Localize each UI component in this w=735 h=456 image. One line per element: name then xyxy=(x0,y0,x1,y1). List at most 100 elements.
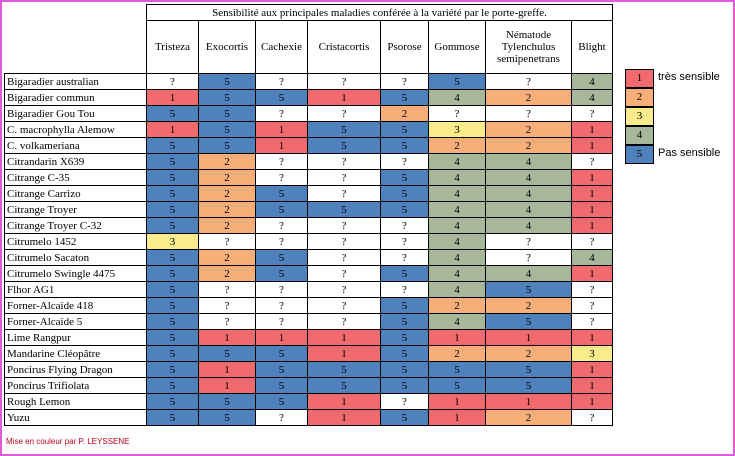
sensitivity-cell: 5 xyxy=(146,249,199,266)
sensitivity-cell: 5 xyxy=(380,137,429,154)
sensitivity-cell: 5 xyxy=(485,377,572,394)
sensitivity-cell: 1 xyxy=(571,393,613,410)
sensitivity-cell: 5 xyxy=(146,361,199,378)
rootstock-name: Citrumelo Swingle 4475 xyxy=(4,265,147,282)
table-row: Yuzu 5 5? 1 5 1 2? xyxy=(4,409,613,426)
sensitivity-cell: ? xyxy=(485,249,572,266)
sensitivity-cell: 4 xyxy=(428,249,486,266)
table-row: Citrandarin X639 5 2??? 4 4? xyxy=(4,153,613,170)
sensitivity-cell: 4 xyxy=(428,313,486,330)
column-header: Nématode Tylenchulus semipenetrans xyxy=(485,20,572,74)
sensitivity-cell: 5 xyxy=(485,281,572,298)
sensitivity-cell: ? xyxy=(307,265,381,282)
sensitivity-cell: 2 xyxy=(198,185,256,202)
sensitivity-cell: ? xyxy=(255,105,308,122)
sensitivity-cell: 1 xyxy=(571,121,613,138)
sensitivity-cell: 1 xyxy=(571,137,613,154)
sensitivity-cell: ? xyxy=(380,233,429,250)
sensitivity-cell: 2 xyxy=(485,89,572,106)
sensitivity-cell: 1 xyxy=(146,89,199,106)
sensitivity-cell: 5 xyxy=(146,393,199,410)
sensitivity-cell: 2 xyxy=(198,265,256,282)
rootstock-name: C. volkameriana xyxy=(4,137,147,154)
rootstock-name: Citrange Troyer xyxy=(4,201,147,218)
rootstock-name: Rough Lemon xyxy=(4,393,147,410)
rootstock-name: Citrange Carrizo xyxy=(4,185,147,202)
sensitivity-cell: 1 xyxy=(571,169,613,186)
sensitivity-cell: 1 xyxy=(571,201,613,218)
sensitivity-cell: 2 xyxy=(428,297,486,314)
sensitivity-cell: 2 xyxy=(485,297,572,314)
sensitivity-cell: 4 xyxy=(485,169,572,186)
sensitivity-cell: 5 xyxy=(198,345,256,362)
table-row: Poncirus Trifiolata 5 1 5 5 5 5 5 1 xyxy=(4,377,613,394)
table-row: Citrange Troyer 5 2 5 5 5 4 4 1 xyxy=(4,201,613,218)
sensitivity-cell: 5 xyxy=(307,121,381,138)
sensitivity-cell: ? xyxy=(198,297,256,314)
rootstock-name: C. macrophylla Alemow xyxy=(4,121,147,138)
sensitivity-cell: 5 xyxy=(146,345,199,362)
sensitivity-cell: 1 xyxy=(198,329,256,346)
sensitivity-cell: 1 xyxy=(571,377,613,394)
sensitivity-cell: 1 xyxy=(485,329,572,346)
sensitivity-cell: 5 xyxy=(255,265,308,282)
sensitivity-cell: 5 xyxy=(146,185,199,202)
sensitivity-cell: 1 xyxy=(571,361,613,378)
sensitivity-cell: 5 xyxy=(380,345,429,362)
table-row: Bigaradier Gou Tou 5 5?? 2??? xyxy=(4,105,613,122)
sensitivity-cell: ? xyxy=(255,169,308,186)
sensitivity-cell: ? xyxy=(380,281,429,298)
sensitivity-cell: 5 xyxy=(255,249,308,266)
sensitivity-cell: 4 xyxy=(485,217,572,234)
sensitivity-cell: ? xyxy=(307,105,381,122)
sensitivity-cell: 5 xyxy=(380,265,429,282)
sensitivity-cell: 5 xyxy=(428,73,486,90)
sensitivity-cell: 5 xyxy=(146,201,199,218)
rootstock-name: Mandarine Cléopâtre xyxy=(4,345,147,362)
sensitivity-cell: 5 xyxy=(198,105,256,122)
sensitivity-cell: 5 xyxy=(146,297,199,314)
sensitivity-cell: 2 xyxy=(198,249,256,266)
table-row: Citrange C-35 5 2?? 5 4 4 1 xyxy=(4,169,613,186)
rootstock-name: Bigaradier Gou Tou xyxy=(4,105,147,122)
sensitivity-cell: 5 xyxy=(485,313,572,330)
sensitivity-cell: 5 xyxy=(146,265,199,282)
sensitivity-cell: 5 xyxy=(146,329,199,346)
sensitivity-cell: ? xyxy=(307,217,381,234)
table-row: Forner-Alcaide 5 5??? 5 4 5? xyxy=(4,313,613,330)
sensitivity-cell: 1 xyxy=(307,329,381,346)
legend-swatch: 4 xyxy=(625,126,654,145)
sensitivity-cell: 3 xyxy=(428,121,486,138)
table-row: Citrumelo Sacaton 5 2 5?? 4? 4 xyxy=(4,249,613,266)
sensitivity-cell: 5 xyxy=(146,377,199,394)
sensitivity-cell: ? xyxy=(146,73,199,90)
sensitivity-cell: 4 xyxy=(428,217,486,234)
sensitivity-cell: 3 xyxy=(571,345,613,362)
sensitivity-cell: ? xyxy=(307,233,381,250)
sensitivity-cell: 5 xyxy=(380,313,429,330)
sensitivity-cell: 5 xyxy=(485,361,572,378)
sensitivity-cell: ? xyxy=(255,73,308,90)
table-row: Bigaradier australian? 5??? 5? 4 xyxy=(4,73,613,90)
sensitivity-cell: 5 xyxy=(198,409,256,426)
sensitivity-cell: 4 xyxy=(428,201,486,218)
sensitivity-cell: ? xyxy=(380,393,429,410)
sensitivity-cell: 4 xyxy=(428,185,486,202)
sensitivity-cell: 4 xyxy=(428,89,486,106)
sensitivity-cell: 4 xyxy=(571,73,613,90)
sensitivity-cell: 5 xyxy=(380,185,429,202)
rootstock-name: Flhor AG1 xyxy=(4,281,147,298)
sensitivity-cell: 4 xyxy=(485,201,572,218)
sensitivity-cell: ? xyxy=(198,313,256,330)
sensitivity-cell: 5 xyxy=(380,201,429,218)
sensitivity-cell: 5 xyxy=(428,377,486,394)
sensitivity-cell: 5 xyxy=(307,137,381,154)
sensitivity-cell: 5 xyxy=(146,217,199,234)
sensitivity-cell: 5 xyxy=(255,185,308,202)
sensitivity-cell: 5 xyxy=(255,377,308,394)
sensitivity-cell: ? xyxy=(380,249,429,266)
sensitivity-cell: 5 xyxy=(307,361,381,378)
sensitivity-cell: ? xyxy=(428,105,486,122)
sensitivity-cell: ? xyxy=(198,233,256,250)
